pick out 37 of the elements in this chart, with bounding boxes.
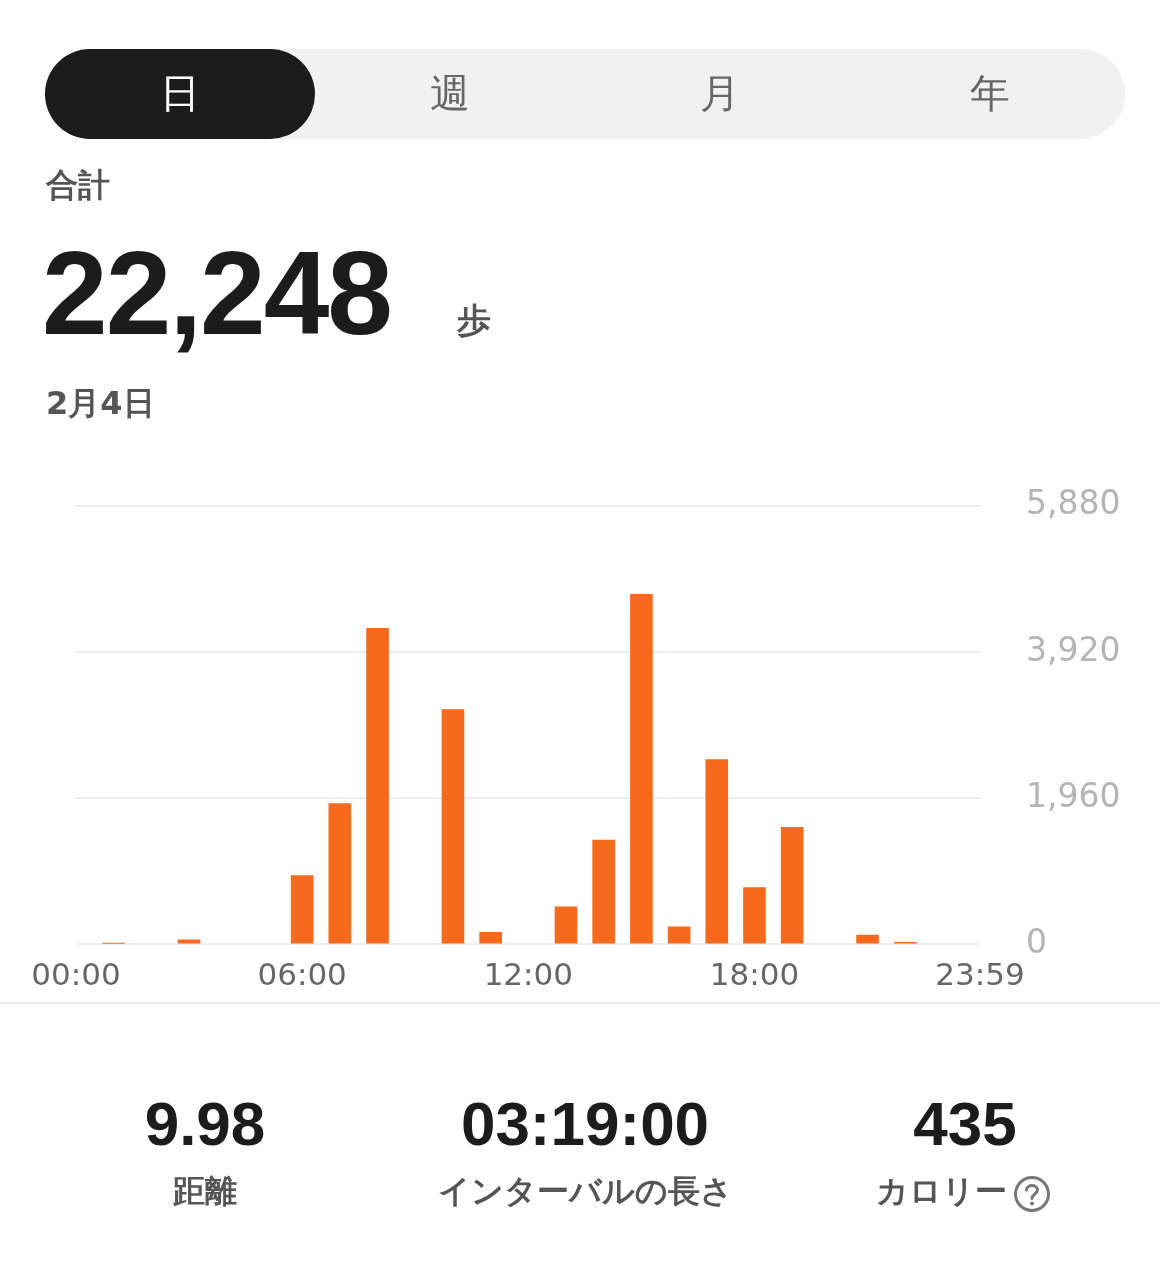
y-tick-label: 3,920 <box>1026 629 1121 669</box>
y-tick-label: 5,880 <box>1026 483 1121 523</box>
x-tick-label: 12:00 <box>483 955 573 992</box>
text: インターバルの長さ <box>436 1171 734 1212</box>
text: 合計 <box>46 165 110 206</box>
bar <box>554 906 578 944</box>
x-tick-label: 06:00 <box>257 955 347 992</box>
bar <box>328 803 352 944</box>
bar <box>290 875 314 944</box>
bar <box>441 709 465 944</box>
bar <box>592 839 616 944</box>
text: 月 <box>699 69 741 118</box>
text: カロリー <box>876 1171 1007 1212</box>
x-tick-label: 18:00 <box>709 955 800 992</box>
x-tick-label: 23:59 <box>935 955 1025 992</box>
text: 日 <box>159 69 201 118</box>
x-tick-label: 00:00 <box>31 955 121 992</box>
text: 距離 <box>172 1171 238 1212</box>
bar <box>479 932 502 944</box>
text: 435 <box>912 1088 1018 1159</box>
text: 9.98 <box>143 1088 267 1159</box>
bar <box>780 826 804 944</box>
bar <box>630 594 653 944</box>
bar <box>667 926 691 944</box>
y-tick-label: 1,960 <box>1026 775 1121 815</box>
bar <box>856 934 879 944</box>
text: 年 <box>969 69 1011 118</box>
text: 03:19:00 <box>459 1088 711 1159</box>
text: 週 <box>429 69 471 118</box>
bar <box>705 759 729 944</box>
chart-subtitle: 2月4日 <box>46 383 155 424</box>
bar <box>366 627 389 944</box>
bar <box>743 887 766 944</box>
text: 歩 <box>457 299 491 342</box>
y-tick-label: 0 <box>1026 921 1047 961</box>
chart-title: 22,248 <box>42 226 391 361</box>
bar <box>177 939 201 944</box>
